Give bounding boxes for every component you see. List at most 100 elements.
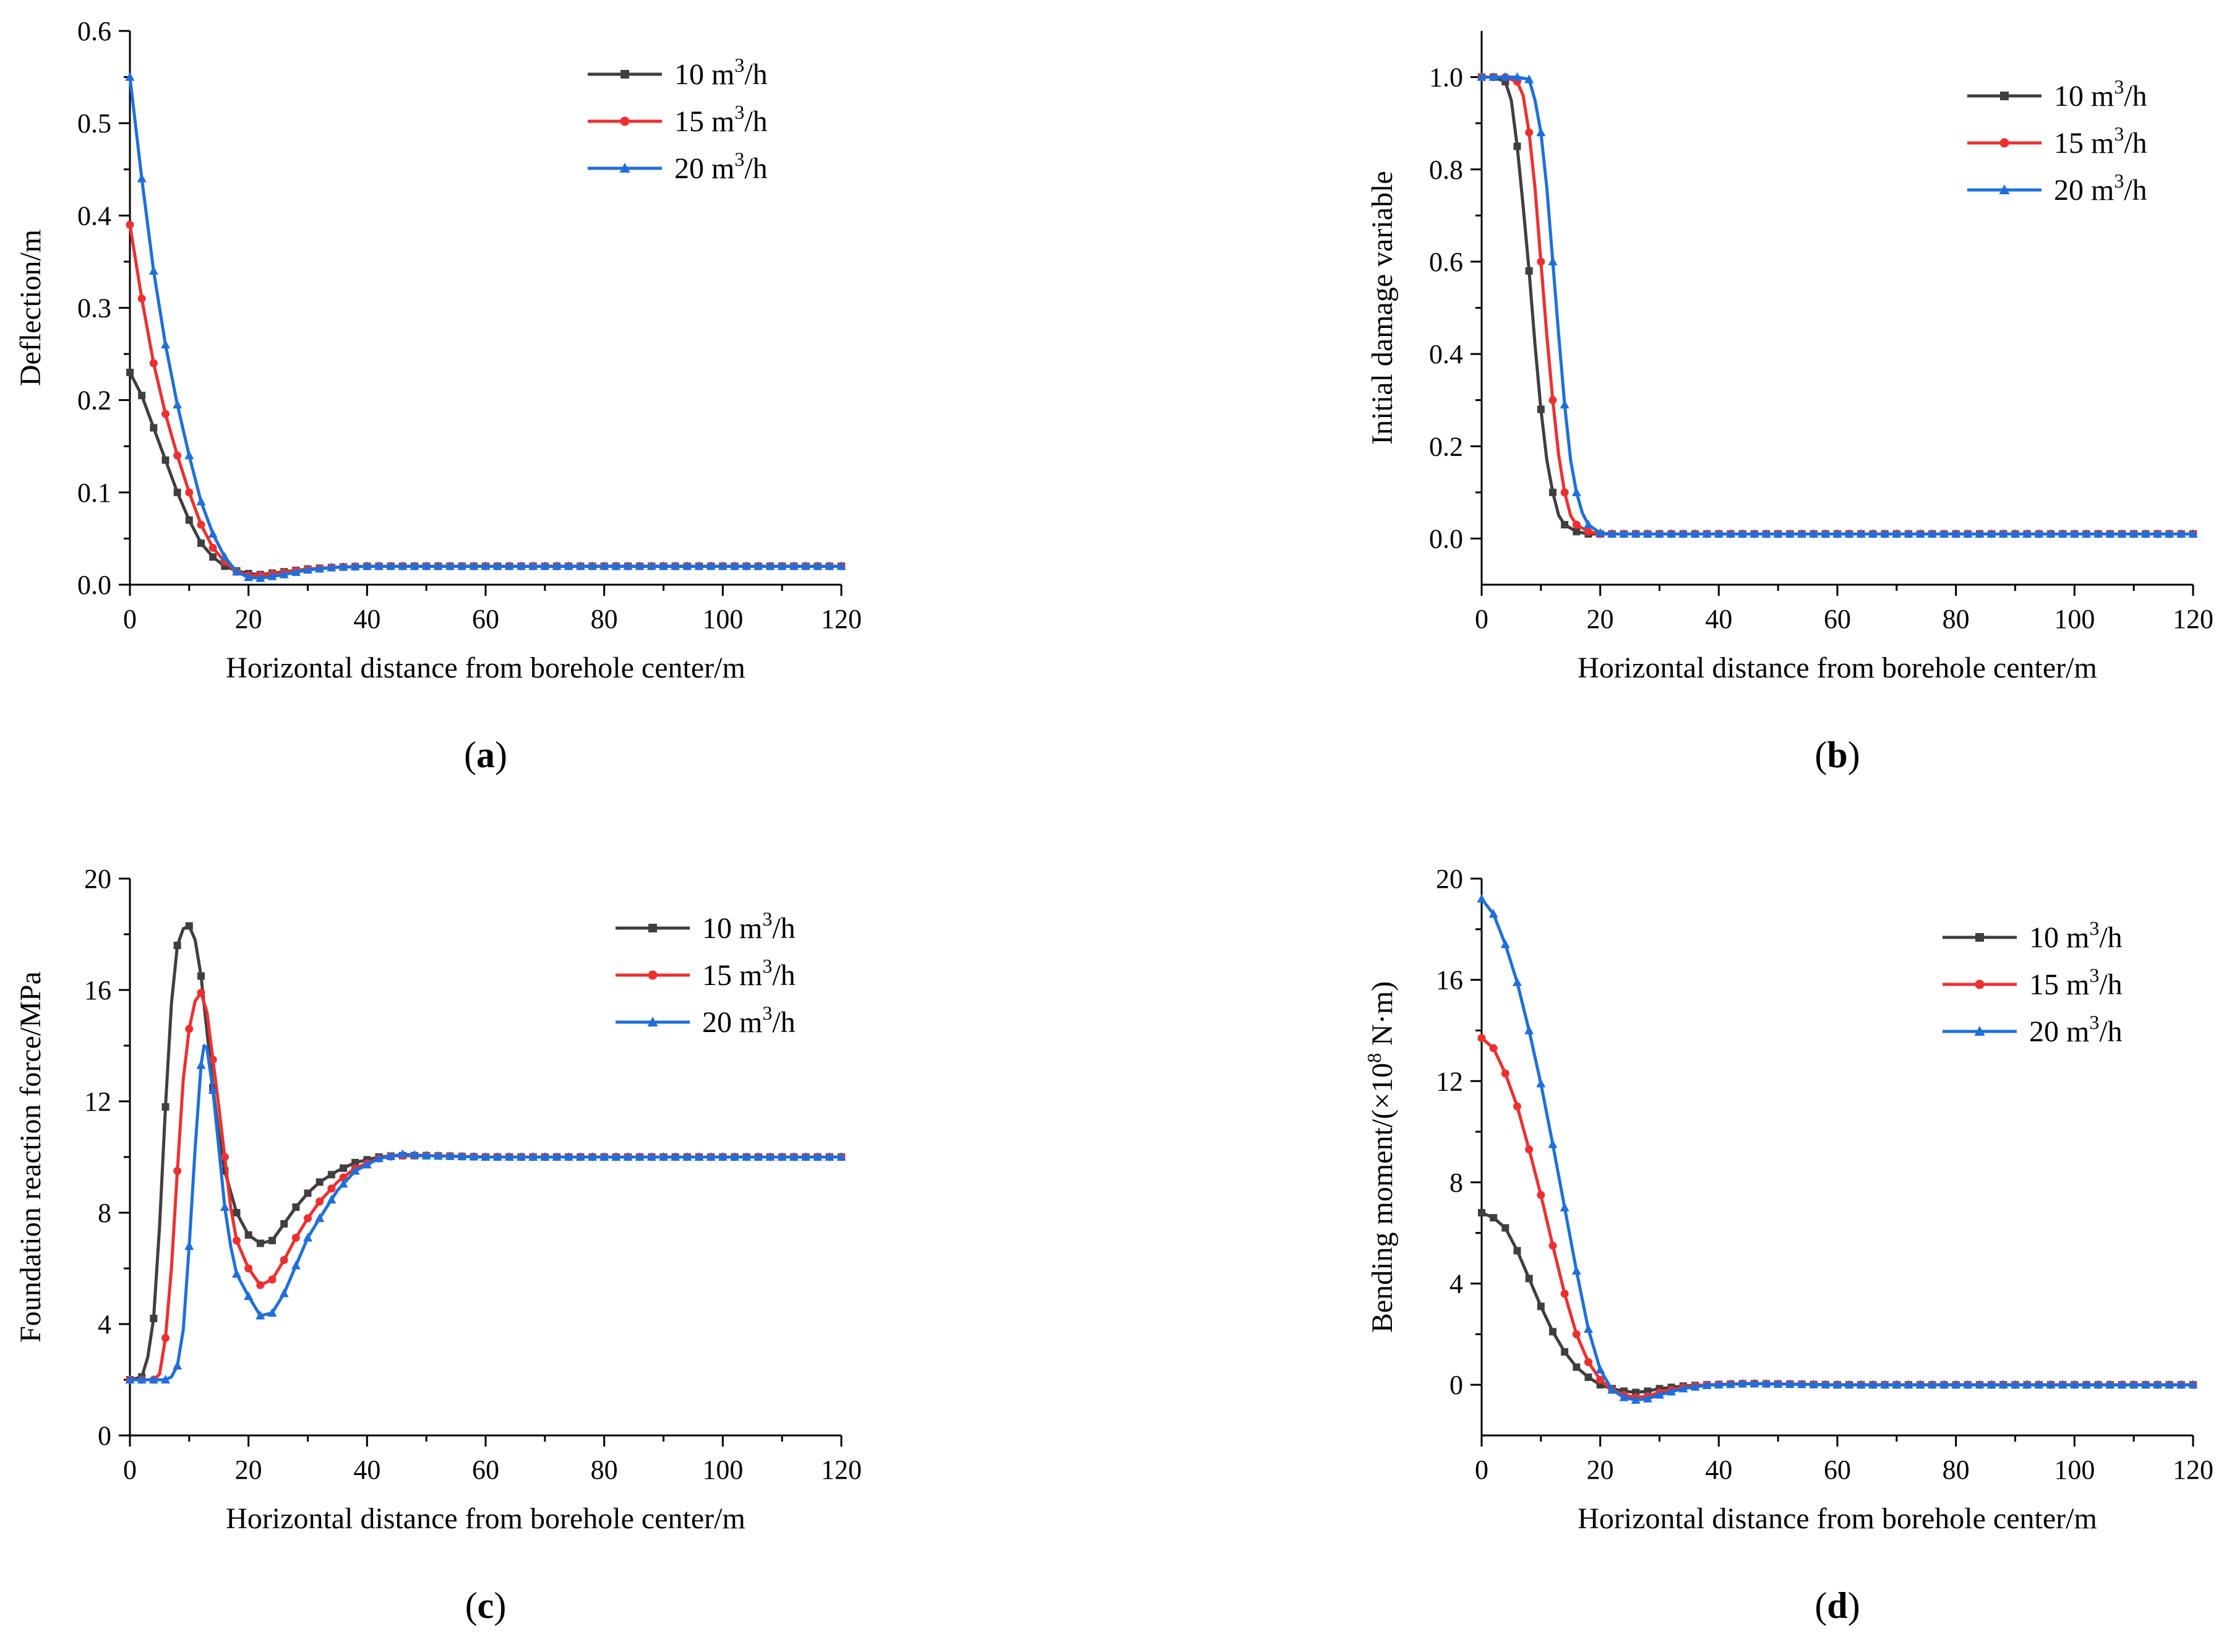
data-point <box>1537 405 1545 413</box>
panel-d: 0 20 40 60 80 100 120 0 4 8 12 16 20 Horizontal dista… <box>1363 864 2213 1626</box>
data-point <box>137 295 146 303</box>
data-point <box>244 1231 252 1239</box>
legend-label-main: 15 m <box>674 105 734 138</box>
data-point <box>173 1361 182 1370</box>
y-tick-label: 0.4 <box>1429 339 1463 369</box>
data-point <box>1595 1364 1605 1374</box>
data-point <box>1488 72 1498 81</box>
data-point <box>126 368 134 376</box>
data-point <box>801 1152 810 1161</box>
data-point <box>1536 127 1546 137</box>
x-tick-label: 80 <box>591 604 618 634</box>
legend-label-sup: 3 <box>762 955 772 977</box>
x-tick-label: 120 <box>2173 1455 2213 1485</box>
data-point <box>1477 1034 1486 1043</box>
data-point <box>1986 528 1996 538</box>
data-point <box>350 1166 360 1175</box>
data-point <box>611 561 621 570</box>
legend-marker-circle <box>1975 979 1985 989</box>
data-point <box>1549 488 1556 496</box>
data-point <box>1939 528 1949 538</box>
data-point <box>1975 1380 1985 1389</box>
data-point <box>2093 1380 2103 1389</box>
legend-label-main: 20 m <box>674 152 734 185</box>
x-tick-label: 60 <box>472 1455 499 1485</box>
data-point <box>1548 396 1557 405</box>
data-point <box>1561 521 1569 529</box>
data-point <box>623 561 633 570</box>
data-point <box>1915 528 1925 538</box>
data-point <box>1560 400 1569 409</box>
panel-a: 0 20 40 60 80 100 120 0.0 0.1 0.2 0.3 0.4 0.5 0.6 Hori… <box>14 16 862 775</box>
panel-b: 0 20 40 60 80 100 120 0.0 0.2 0.4 0.6 0.8 1.0 Horizon… <box>1366 31 2213 775</box>
data-point <box>1572 1330 1581 1338</box>
data-point <box>256 1239 264 1247</box>
data-point <box>1513 1247 1521 1255</box>
x-tick-label: 100 <box>2054 1455 2095 1485</box>
data-point <box>185 922 193 930</box>
data-point <box>1773 1379 1783 1388</box>
legend-label-tail: /h <box>2099 921 2122 954</box>
data-point <box>492 561 502 570</box>
data-point <box>646 561 656 570</box>
series-line-15 <box>130 991 841 1382</box>
data-point <box>184 450 194 460</box>
data-point <box>362 561 372 570</box>
panel-c: 0 20 40 60 80 100 120 0 4 8 12 16 20 Horizontal dista… <box>14 864 862 1626</box>
data-point <box>1513 142 1521 150</box>
data-point <box>588 1152 597 1161</box>
legend-label-main: 10 m <box>702 912 762 945</box>
data-point <box>398 1149 408 1158</box>
data-point <box>671 561 681 570</box>
data-point <box>2082 528 2091 538</box>
data-point <box>682 561 692 570</box>
data-point <box>327 1195 337 1203</box>
data-point <box>753 561 763 570</box>
data-point <box>233 1236 241 1245</box>
y-tick-label: 4 <box>98 1309 111 1340</box>
data-point <box>1868 1380 1878 1389</box>
data-point <box>1738 1379 1748 1388</box>
data-point <box>126 220 134 229</box>
legend-label-tail: /h <box>2099 968 2122 1001</box>
data-point <box>1986 1380 1996 1389</box>
data-point <box>718 1152 728 1161</box>
data-point <box>825 561 835 570</box>
data-point <box>2129 1380 2139 1389</box>
data-point <box>161 410 170 418</box>
data-point <box>1998 528 2008 538</box>
data-point <box>528 1152 538 1161</box>
legend-label-main: 10 m <box>2029 921 2089 954</box>
legend: 10 m3/h15 m3/h20 m3/h <box>588 54 768 185</box>
data-point <box>575 561 585 570</box>
data-point <box>2058 528 2067 538</box>
series-10 <box>1478 1209 2197 1396</box>
y-tick-label: 0.4 <box>77 200 111 231</box>
data-point <box>1513 1102 1521 1111</box>
legend-label-10: 10 m3/h <box>674 54 768 91</box>
data-point <box>540 1152 550 1161</box>
data-point <box>1573 1363 1581 1371</box>
data-point <box>1750 528 1759 538</box>
data-point <box>1702 1380 1712 1389</box>
data-point <box>1536 1078 1546 1088</box>
data-point <box>481 1152 491 1161</box>
data-point <box>161 1375 170 1383</box>
y-tick-label: 20 <box>84 864 111 894</box>
data-point <box>303 1233 312 1242</box>
data-point <box>801 561 810 570</box>
panel-label: (c) <box>465 1585 507 1626</box>
data-point <box>150 424 158 432</box>
panel-label: (d) <box>1814 1585 1860 1626</box>
x-axis-label: Horizontal distance from borehole center… <box>1578 652 2097 684</box>
data-point <box>1537 1190 1545 1199</box>
data-point <box>386 1151 396 1160</box>
data-point <box>173 400 182 409</box>
data-point <box>2140 528 2150 538</box>
data-point <box>1584 1324 1593 1333</box>
data-point <box>316 1178 324 1186</box>
data-point <box>220 552 230 561</box>
legend-marker-triangle <box>1974 1026 1985 1036</box>
panel-label: (a) <box>464 734 507 775</box>
x-tick-label: 60 <box>1824 604 1851 634</box>
